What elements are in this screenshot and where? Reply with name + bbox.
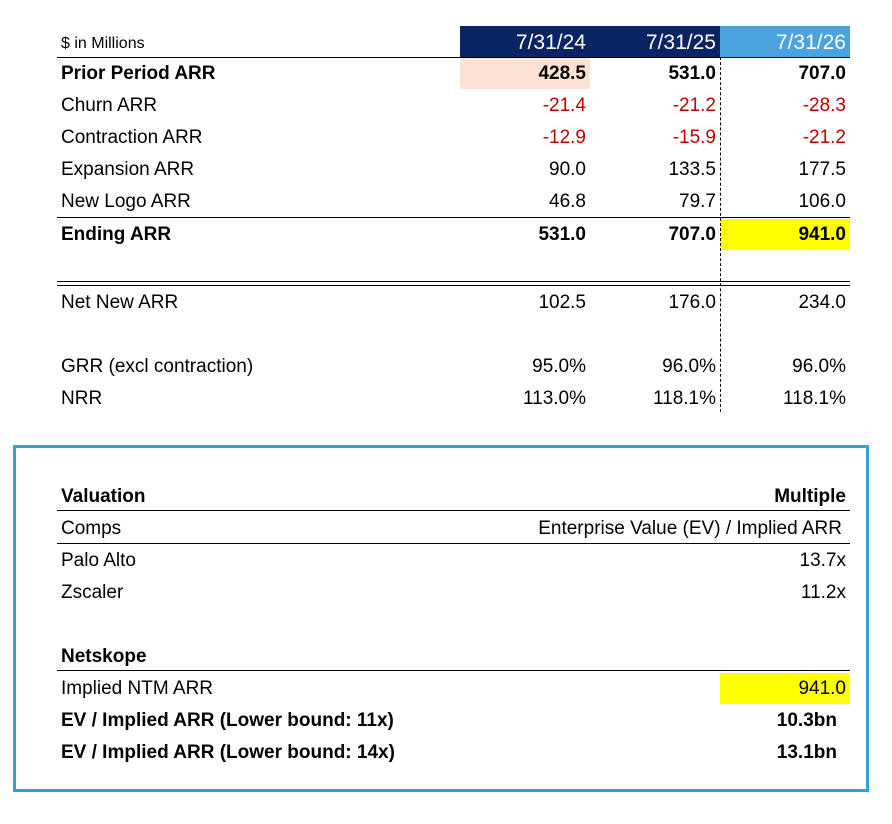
double-line-top bbox=[57, 281, 850, 282]
column-header-2025: 7/31/25 bbox=[590, 26, 720, 57]
multiple-heading: Multiple bbox=[774, 486, 846, 507]
column-header-2024: 7/31/24 bbox=[460, 26, 590, 57]
comps-underline bbox=[57, 543, 850, 544]
valuation-heading-underline bbox=[57, 510, 850, 511]
company-underline bbox=[57, 670, 850, 671]
ending-arr-topline bbox=[57, 217, 850, 218]
column-header-2026: 7/31/26 bbox=[720, 26, 850, 57]
implied-arr-highlight bbox=[720, 673, 850, 704]
double-line-bottom bbox=[57, 285, 850, 286]
units-label: $ in Millions bbox=[61, 35, 145, 52]
valuation-box bbox=[13, 445, 869, 792]
valuation-heading: Valuation bbox=[61, 486, 146, 507]
ending-arr-highlight bbox=[720, 219, 850, 250]
column-divider bbox=[720, 57, 721, 412]
comps-metric: Enterprise Value (EV) / Implied ARR bbox=[538, 518, 842, 539]
company-heading: Netskope bbox=[61, 646, 147, 667]
comps-label: Comps bbox=[61, 518, 122, 539]
header-underline bbox=[57, 57, 850, 58]
prior-period-highlight bbox=[460, 58, 590, 89]
